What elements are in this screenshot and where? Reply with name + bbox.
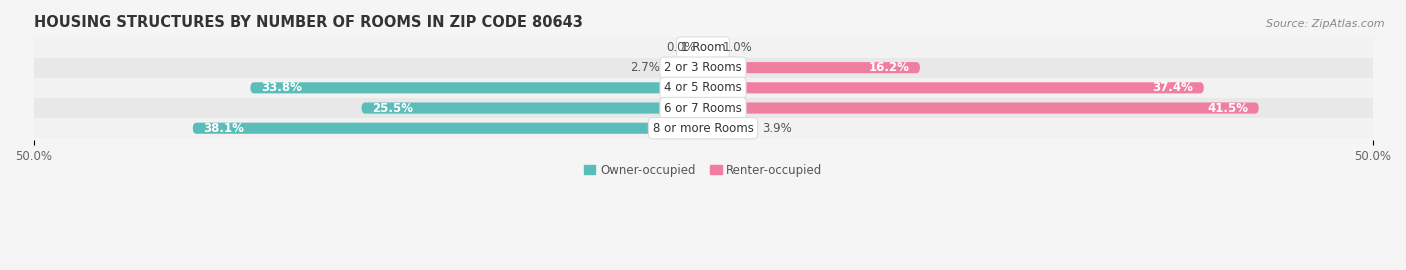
FancyBboxPatch shape xyxy=(703,42,717,53)
Text: 8 or more Rooms: 8 or more Rooms xyxy=(652,122,754,135)
FancyBboxPatch shape xyxy=(250,82,703,93)
Bar xyxy=(34,37,1372,58)
Bar xyxy=(34,58,1372,78)
FancyBboxPatch shape xyxy=(361,103,703,114)
Text: 37.4%: 37.4% xyxy=(1152,81,1194,94)
FancyBboxPatch shape xyxy=(703,62,920,73)
Text: 33.8%: 33.8% xyxy=(262,81,302,94)
Text: 4 or 5 Rooms: 4 or 5 Rooms xyxy=(664,81,742,94)
Text: 0.0%: 0.0% xyxy=(666,41,696,54)
Text: 25.5%: 25.5% xyxy=(373,102,413,114)
Bar xyxy=(34,98,1372,118)
Text: 38.1%: 38.1% xyxy=(204,122,245,135)
Text: 6 or 7 Rooms: 6 or 7 Rooms xyxy=(664,102,742,114)
Legend: Owner-occupied, Renter-occupied: Owner-occupied, Renter-occupied xyxy=(579,159,827,182)
Bar xyxy=(34,118,1372,138)
Text: 2.7%: 2.7% xyxy=(630,61,661,74)
FancyBboxPatch shape xyxy=(703,123,755,134)
FancyBboxPatch shape xyxy=(666,62,703,73)
Bar xyxy=(34,78,1372,98)
Text: 16.2%: 16.2% xyxy=(869,61,910,74)
Text: 1 Room: 1 Room xyxy=(681,41,725,54)
FancyBboxPatch shape xyxy=(703,82,1204,93)
Text: Source: ZipAtlas.com: Source: ZipAtlas.com xyxy=(1267,19,1385,29)
Text: 3.9%: 3.9% xyxy=(762,122,792,135)
Text: 1.0%: 1.0% xyxy=(723,41,752,54)
Text: 41.5%: 41.5% xyxy=(1206,102,1249,114)
FancyBboxPatch shape xyxy=(703,103,1258,114)
Text: 2 or 3 Rooms: 2 or 3 Rooms xyxy=(664,61,742,74)
Text: HOUSING STRUCTURES BY NUMBER OF ROOMS IN ZIP CODE 80643: HOUSING STRUCTURES BY NUMBER OF ROOMS IN… xyxy=(34,15,582,30)
FancyBboxPatch shape xyxy=(193,123,703,134)
